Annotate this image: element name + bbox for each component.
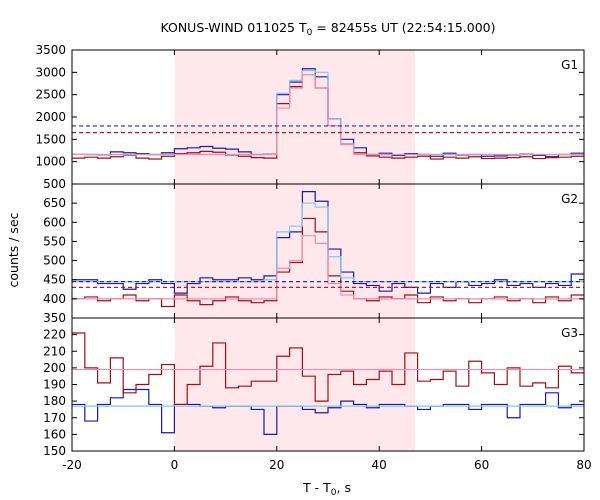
- panel-g1: 500 1000 1500 2000 2500 3000 3500 G1: [35, 43, 585, 191]
- y-tick-label: 2500: [35, 88, 66, 102]
- x-tick-label: -20: [62, 458, 82, 472]
- chart-panels: 500100015002000250030003500G135040045050…: [35, 43, 591, 472]
- x-tick-label: 0: [171, 458, 179, 472]
- panel-g2: 350 400 450 500 550 600 650 G2: [43, 183, 585, 325]
- y-tick-label: 450: [43, 273, 66, 287]
- panel-label-g2: G2: [561, 192, 578, 206]
- y-axis-label: counts / sec: [6, 212, 21, 287]
- series-line-pink: [72, 73, 584, 156]
- x-tick-label: 40: [372, 458, 387, 472]
- y-tick-label: 550: [43, 234, 66, 248]
- highlight-interval: [174, 318, 416, 451]
- y-tick-label: 220: [43, 328, 66, 342]
- series-line-red-hist: [72, 332, 584, 406]
- highlight-interval: [174, 184, 416, 318]
- y-tick-label: 400: [43, 292, 66, 306]
- y-tick-label: 190: [43, 378, 66, 392]
- y-tick-label: 3000: [35, 65, 66, 79]
- y-tick-label: 650: [43, 196, 66, 210]
- x-axis-label: T - T0, s: [302, 480, 351, 498]
- series-line-pink: [72, 235, 584, 300]
- y-tick-label: 170: [43, 411, 66, 425]
- y-tick-label: 150: [43, 444, 66, 458]
- y-tick-label: 500: [43, 177, 66, 191]
- highlight-interval: [174, 50, 416, 184]
- x-tick-label: 60: [474, 458, 489, 472]
- series-group: [72, 332, 584, 435]
- y-tick-label: 1500: [35, 132, 66, 146]
- y-tick-label: 210: [43, 344, 66, 358]
- y-tick-label: 600: [43, 215, 66, 229]
- y-tick-label: 180: [43, 394, 66, 408]
- y-tick-label: 160: [43, 427, 66, 441]
- series-group: [72, 191, 584, 308]
- series-group: [72, 68, 584, 160]
- panel-label-g1: G1: [561, 58, 578, 72]
- x-tick-label: 80: [576, 458, 591, 472]
- series-line-blue-hist: [72, 388, 584, 435]
- chart-title: KONUS-WIND 011025 T0 = 82455s UT (22:54:…: [160, 20, 495, 38]
- panel-label-g3: G3: [561, 326, 578, 340]
- y-tick-label: 500: [43, 254, 66, 268]
- series-line-blue-hist: [72, 191, 584, 294]
- y-tick-label: 350: [43, 311, 66, 325]
- y-tick-label: 3500: [35, 43, 66, 57]
- panel-g3: 150 160 170 180 190 200 210 220 G3: [43, 317, 585, 458]
- y-tick-label: 2000: [35, 110, 66, 124]
- y-tick-label: 200: [43, 361, 66, 375]
- x-tick-label: 20: [269, 458, 284, 472]
- y-tick-label: 1000: [35, 155, 66, 169]
